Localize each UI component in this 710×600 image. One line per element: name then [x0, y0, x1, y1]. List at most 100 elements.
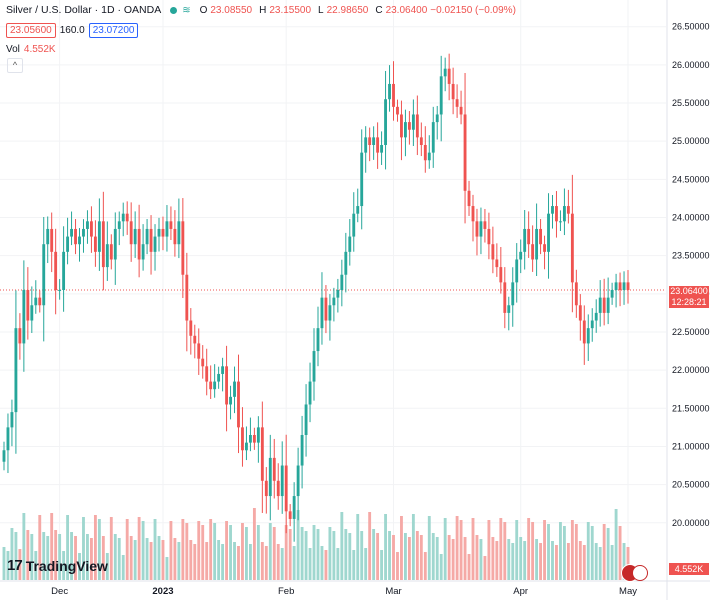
candle-body [562, 206, 566, 222]
candle-body [248, 435, 252, 443]
candle-body [519, 251, 523, 260]
volume-bar [149, 542, 153, 580]
volume-bar [173, 538, 177, 580]
volume-bar [348, 533, 352, 580]
volume-bar [622, 543, 626, 580]
candle-body [507, 305, 511, 313]
candle-body [499, 267, 503, 283]
candle-body [551, 206, 554, 214]
volume-bar [14, 532, 18, 580]
volume-bar [193, 544, 197, 580]
candle-body [121, 213, 125, 222]
symbol-title[interactable]: Silver / U.S. Dollar · 1D · OANDA [6, 4, 162, 16]
candle-body [189, 320, 193, 336]
volume-bar [507, 539, 511, 580]
eye-icon[interactable]: ≋ [182, 4, 191, 16]
tradingview-logo[interactable]: 17 TradingView [7, 557, 108, 574]
candle-body [157, 228, 161, 237]
candle-body [439, 76, 443, 115]
candle-body [197, 343, 201, 359]
volume-bar [137, 517, 141, 580]
candle-body [332, 297, 336, 306]
market-status-dot [170, 6, 178, 14]
volume-bar [471, 518, 475, 580]
candle-body [292, 496, 296, 519]
candle-body [610, 290, 614, 298]
event-flag-icon[interactable] [632, 565, 648, 581]
candle-body [276, 480, 280, 497]
volume-bar [459, 520, 463, 580]
volume-bar [284, 525, 288, 580]
y-tick-label: 23.50000 [672, 251, 710, 261]
volume-bar [495, 541, 499, 580]
candle-body [82, 228, 85, 237]
candle-body [169, 221, 173, 229]
candle-body [233, 381, 236, 397]
volume-bar [527, 518, 531, 580]
candle-body [185, 274, 189, 321]
volume-bar [407, 537, 411, 580]
volume-bar [479, 539, 483, 580]
candle-body [376, 137, 380, 153]
candle-body [555, 206, 558, 222]
candle-body [18, 328, 22, 344]
candle-body [471, 206, 475, 222]
candle-body [89, 221, 93, 237]
volume-bar [89, 538, 93, 580]
volume-bar [133, 540, 137, 580]
volume-bar [50, 513, 54, 580]
collapse-legend-button[interactable]: ^ [7, 58, 23, 73]
candle-body [101, 221, 105, 268]
volume-bar [531, 522, 535, 580]
volume-bar [455, 516, 459, 580]
volume-bar [352, 550, 356, 580]
candle-body [523, 228, 527, 252]
candle-body [443, 68, 447, 77]
candle-body [38, 297, 42, 306]
candle-body [280, 465, 284, 497]
sell-price-button[interactable]: 23.05600 [6, 23, 56, 38]
volume-bar [129, 536, 133, 580]
candle-body [427, 152, 431, 161]
volume-bar [594, 543, 598, 580]
candle-body [547, 213, 550, 252]
candle-body [181, 221, 185, 275]
candle-body [570, 213, 574, 283]
volume-bar [209, 519, 213, 580]
candle-body [491, 244, 495, 260]
volume-bar [491, 537, 495, 580]
volume-bar [141, 521, 145, 580]
volume-bar [54, 530, 58, 580]
volume-bar [272, 527, 276, 580]
candle-body [213, 381, 217, 390]
volume-bar [614, 509, 618, 580]
open-value: 23.08550 [210, 4, 253, 16]
volume-bar [66, 515, 70, 580]
candle-body [42, 244, 46, 306]
volume-bar [42, 532, 46, 580]
candle-body [268, 457, 272, 497]
candle-body [10, 412, 14, 428]
candle-body [145, 228, 149, 245]
volume-bar [260, 542, 264, 580]
buy-price-button[interactable]: 23.07200 [88, 23, 139, 38]
candle-body [503, 282, 507, 313]
volume-bar [503, 522, 507, 580]
y-tick-label: 20.50000 [672, 480, 710, 490]
volume-bar [6, 551, 10, 580]
low-key: L [318, 4, 324, 16]
candle-body [304, 404, 308, 435]
volume-bar [328, 527, 332, 580]
x-tick-label: Dec [51, 586, 68, 597]
x-tick-label: Apr [513, 586, 528, 597]
x-tick-label: May [619, 586, 637, 597]
candle-body [237, 381, 240, 428]
volume-bar [248, 544, 252, 580]
time-axis[interactable]: Dec2023FebMarAprMayJunJul [0, 580, 710, 597]
candle-body [109, 244, 113, 260]
candle-body [161, 228, 165, 237]
symbol-legend[interactable]: Silver / U.S. Dollar · 1D · OANDA ≋ O 23.… [6, 4, 516, 16]
high-key: H [259, 4, 267, 16]
volume-legend[interactable]: Vol 4.552K [6, 44, 56, 55]
